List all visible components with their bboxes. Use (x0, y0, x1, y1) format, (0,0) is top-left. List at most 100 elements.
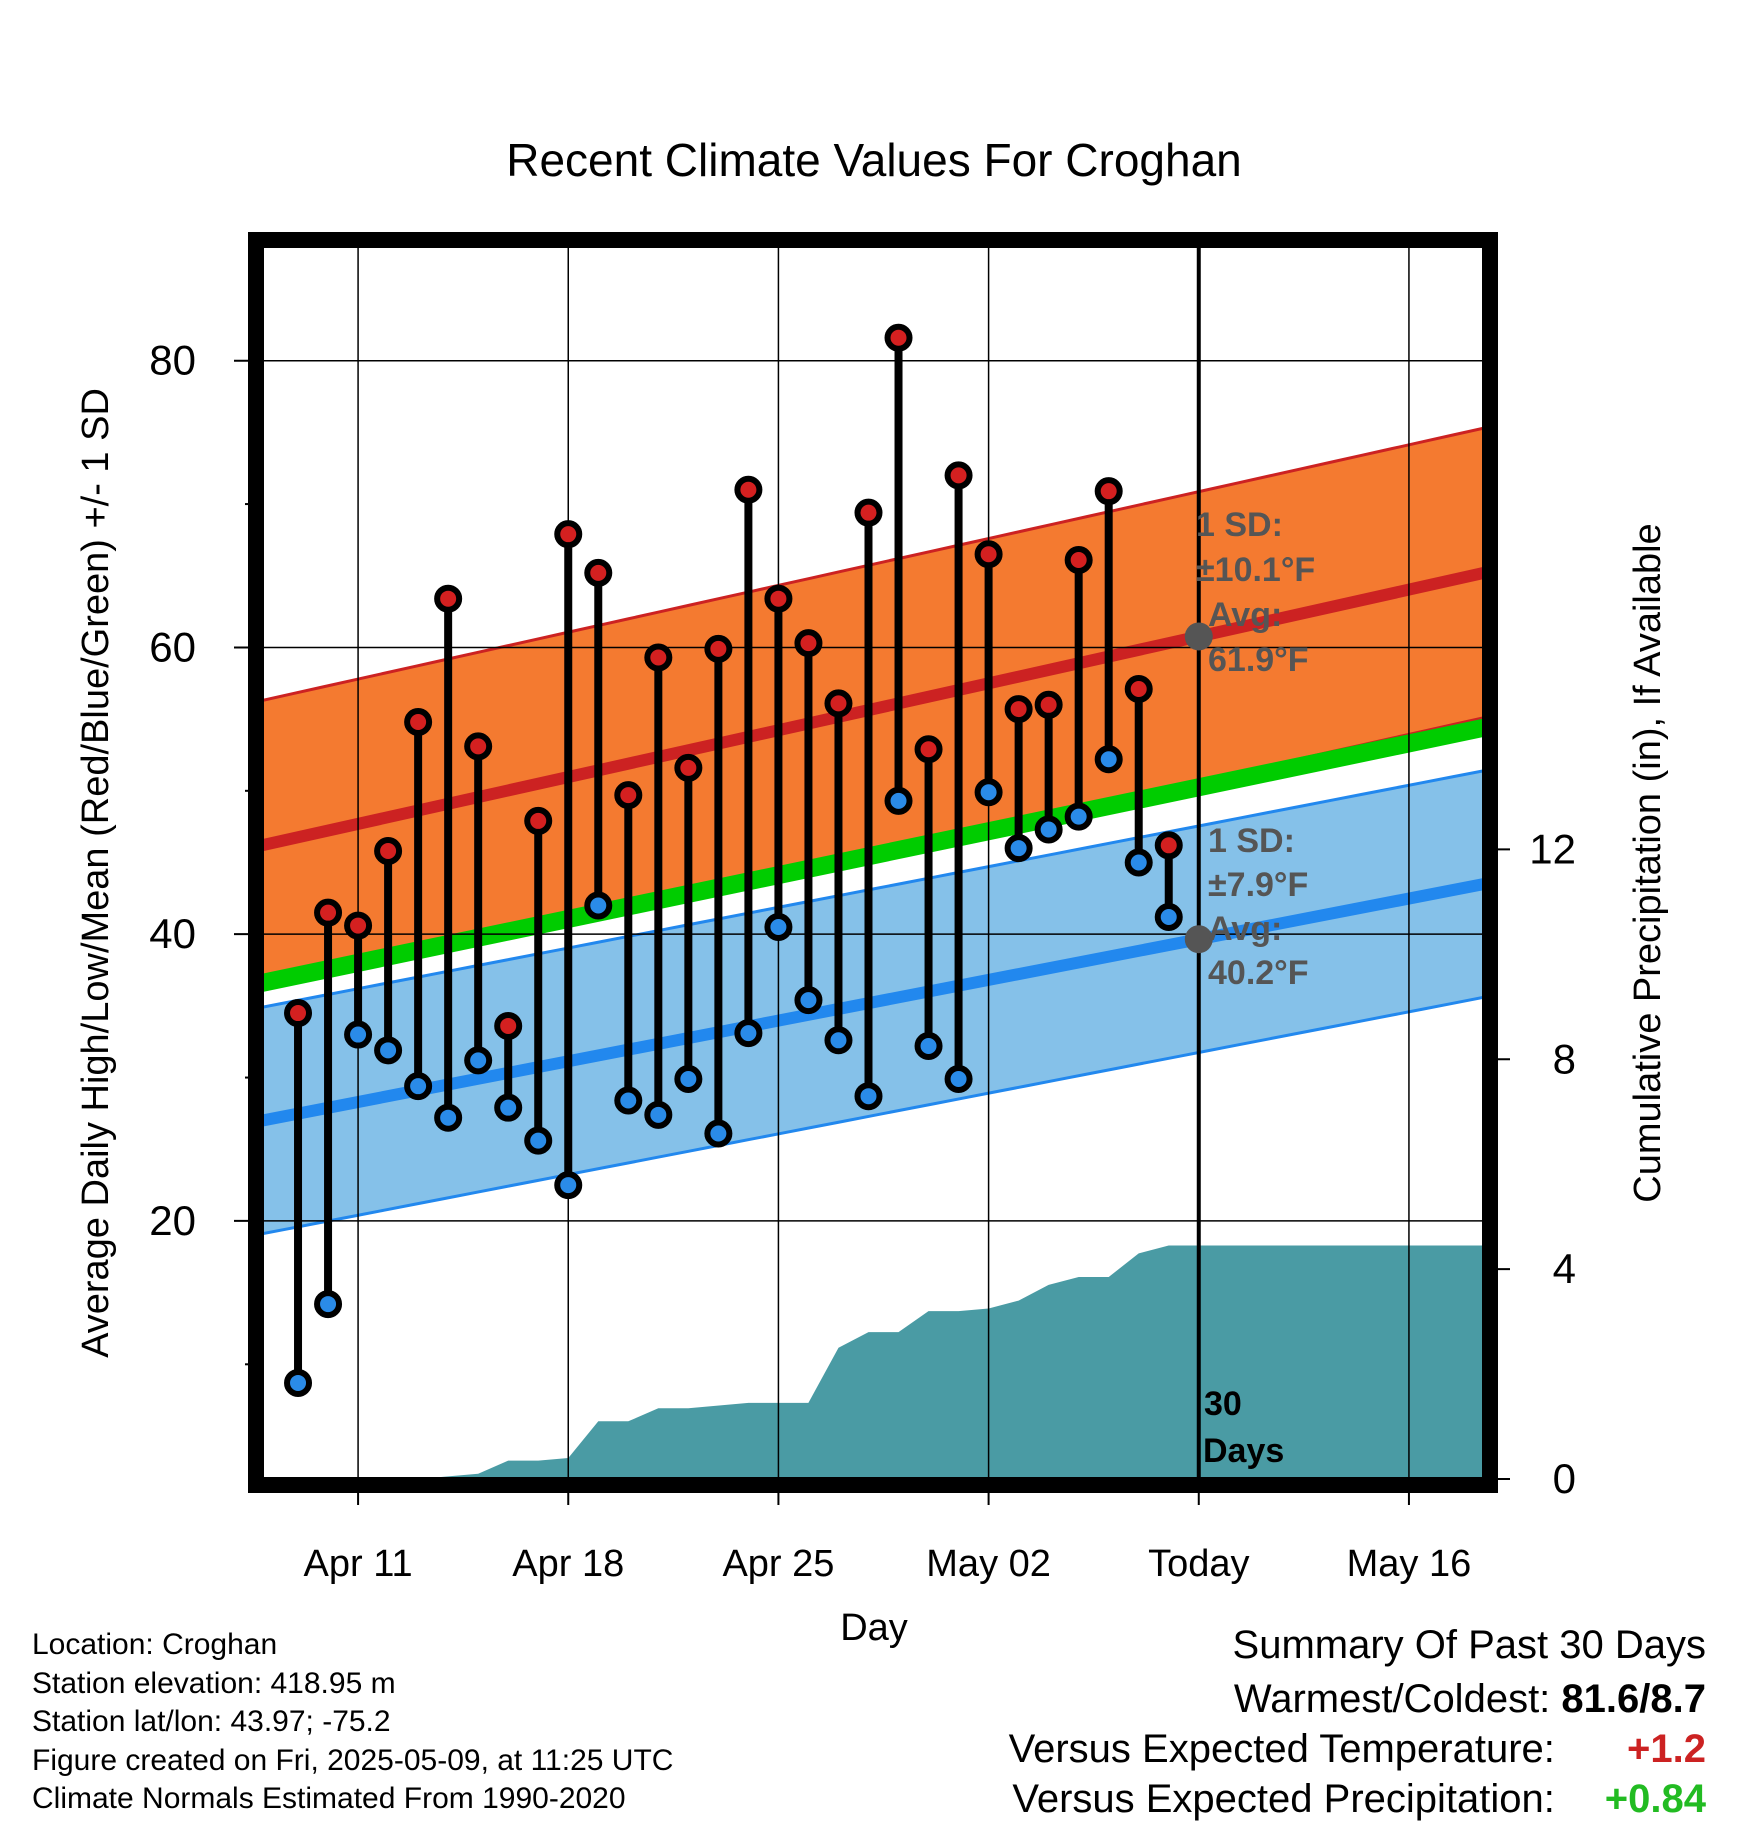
axes: Apr 11 Apr 18 Apr 25 May 02 Today May 1620406… (149, 232, 1576, 1585)
temp-label: Versus Expected Temperature: (1008, 1727, 1555, 1771)
days-count-label: 30 (1204, 1385, 1242, 1423)
daily-low-point (284, 1368, 313, 1397)
daily-low-point (824, 1026, 853, 1055)
daily-high-point (704, 634, 733, 663)
daily-low-point (344, 1020, 373, 1049)
y2-tick-label: 4 (1553, 1245, 1576, 1292)
normal-low-upper-edge (262, 769, 1484, 1009)
warmest-value: 81.6/8.7 (1561, 1677, 1706, 1721)
summary-temp-row: Versus Expected Temperature: +1.2 (1009, 1724, 1706, 1774)
high-avg-value: 61.9°F (1208, 641, 1309, 679)
summary-panel: Summary Of Past 30 Days Warmest/Coldest:… (1009, 1622, 1706, 1824)
high-sd-value: ±10.1°F (1196, 551, 1315, 589)
daily-low-point (644, 1100, 673, 1129)
daily-low-point (914, 1032, 943, 1061)
daily-high-point (794, 629, 823, 658)
daily-low-point (764, 913, 793, 942)
y2-tick-label: 8 (1553, 1035, 1576, 1082)
daily-low-point (1124, 848, 1153, 877)
x-tick-label: May 02 (926, 1543, 1051, 1585)
precipitation-area (298, 1245, 1484, 1479)
y-tick-label: 80 (149, 337, 196, 384)
y2-axis-label: Cumulative Precipitation (in), If Availa… (1627, 523, 1669, 1202)
warmest-label: Warmest/Coldest: (1233, 1677, 1551, 1721)
daily-low-point (494, 1093, 523, 1122)
normal-mean-line (262, 718, 1484, 992)
daily-low-point (614, 1086, 643, 1115)
precip-label: Versus Expected Precipitation: (1012, 1777, 1555, 1821)
daily-low-point (734, 1019, 763, 1048)
daily-high-point (584, 558, 613, 587)
daily-low-point (944, 1064, 973, 1093)
plot-area: 1 SD: ±10.1°F Avg: 61.9°F 1 SD: ±7.9°F Avg: 40.… (262, 246, 1484, 1479)
low-sd-label: 1 SD: (1208, 822, 1295, 860)
daily-low-point (554, 1171, 583, 1200)
daily-high-point (854, 498, 883, 527)
low-sd-value: ±7.9°F (1208, 866, 1308, 904)
daily-high-point (374, 837, 403, 866)
x-tick-label: Apr 18 (512, 1543, 624, 1585)
chart-title: Recent Climate Values For Croghan (506, 134, 1241, 186)
low-avg-value: 40.2°F (1208, 954, 1309, 992)
normals-text: Climate Normals Estimated From 1990-2020 (32, 1782, 626, 1815)
daily-high-point (944, 461, 973, 490)
station-info: Location: Croghan Station elevation: 418… (32, 1626, 673, 1819)
daily-low-point (674, 1064, 703, 1093)
daily-high-point (884, 323, 913, 352)
y2-tick-label: 0 (1553, 1455, 1576, 1502)
daily-high-point (1094, 477, 1123, 506)
y-tick-label: 40 (149, 910, 196, 957)
daily-low-point (1154, 902, 1183, 931)
summary-warmest-row: Warmest/Coldest: 81.6/8.7 (1009, 1674, 1706, 1724)
daily-high-point (404, 707, 433, 736)
daily-low-point (854, 1082, 883, 1111)
daily-low-point (374, 1036, 403, 1065)
daily-high-point (1004, 695, 1033, 724)
normal-low-line (262, 878, 1484, 1127)
y2-tick-label: 12 (1529, 825, 1576, 872)
daily-high-point (914, 735, 943, 764)
normal-high-upper-edge (262, 426, 1484, 702)
x-tick-label: Today (1148, 1543, 1249, 1585)
daily-low-point (464, 1046, 493, 1075)
daily-high-point (1034, 690, 1063, 719)
daily-high-point (614, 781, 643, 810)
daily-low-point (524, 1126, 553, 1155)
high-sd-label: 1 SD: (1196, 506, 1283, 544)
daily-low-point (584, 891, 613, 920)
x-axis-label: Day (840, 1607, 908, 1649)
elevation-text: Station elevation: 418.95 m (32, 1666, 396, 1700)
daily-low-point (794, 986, 823, 1015)
y-tick-label: 60 (149, 623, 196, 670)
daily-high-point (464, 732, 493, 761)
daily-high-point (1124, 675, 1153, 704)
daily-low-point (1064, 802, 1093, 831)
daily-high-point (674, 753, 703, 782)
daily-low-point (704, 1119, 733, 1148)
normal-high-line (262, 567, 1484, 852)
daily-high-point (644, 643, 673, 672)
x-tick-label: Apr 11 (304, 1543, 413, 1585)
daily-low-point (1094, 745, 1123, 774)
today-high-avg-marker (1184, 622, 1213, 651)
latlon-text: Station lat/lon: 43.97; -75.2 (32, 1705, 391, 1738)
daily-high-point (1064, 545, 1093, 574)
location-text: Location: Croghan (32, 1628, 278, 1661)
daily-high-point (284, 999, 313, 1028)
daily-low-point (974, 778, 1003, 807)
daily-high-point (494, 1011, 523, 1040)
summary-precip-row: Versus Expected Precipitation: +0.84 (1009, 1774, 1706, 1824)
daily-high-point (764, 584, 793, 613)
precip-value: +0.84 (1604, 1777, 1706, 1821)
summary-title: Summary Of Past 30 Days (1232, 1623, 1706, 1667)
days-label: Days (1203, 1432, 1284, 1470)
x-tick-label: Apr 25 (722, 1543, 834, 1585)
created-text: Figure created on Fri, 2025-05-09, at 11… (32, 1743, 674, 1777)
daily-low-point (1004, 834, 1033, 863)
x-tick-label: May 16 (1347, 1543, 1472, 1585)
daily-low-point (884, 786, 913, 815)
daily-high-point (554, 520, 583, 549)
y-axis-label: Average Daily High/Low/Mean (Red/Blue/Gr… (75, 388, 117, 1358)
daily-high-point (314, 898, 343, 927)
